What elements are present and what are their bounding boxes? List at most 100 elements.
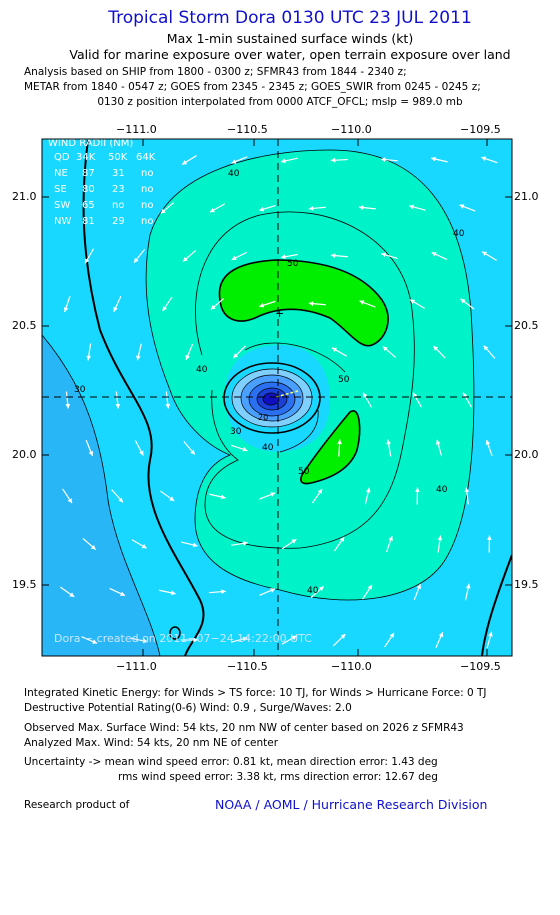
subtitle: Max 1-min sustained surface winds (kt) [166, 31, 414, 46]
wind-vector-head [291, 635, 297, 641]
wind-vector-head [270, 492, 276, 497]
wind-vector-head [113, 306, 118, 312]
wind-vector-head [242, 636, 248, 642]
uncertainty-rms: rms wind speed error: 3.38 kt, rms direc… [118, 771, 438, 783]
contour-34kt-east [481, 554, 512, 656]
wind-vector-head [431, 252, 437, 257]
wind-vector-head [388, 535, 393, 541]
wind-vector-head [381, 252, 387, 258]
wind-vector-head [92, 639, 98, 644]
wind-vector-head [380, 157, 386, 162]
contour-34kt-west [82, 139, 205, 656]
lon-tick-top-3: −110.0 [331, 123, 372, 136]
wind-vector-head [115, 403, 121, 409]
wind-vector-head [185, 354, 190, 360]
wind-vector-head [259, 206, 265, 212]
uncertainty-mean: Uncertainty -> mean wind speed error: 0.… [24, 756, 438, 768]
lat-tick-right-2: 20.5 [514, 319, 539, 332]
contour-label-8: 30 [74, 385, 86, 395]
analysis-sources-1: Analysis based on SHIP from 1800 - 0300 … [24, 66, 407, 78]
position-note: 0130 z position interpolated from 0000 A… [97, 96, 463, 108]
wind-vector-head [465, 583, 471, 589]
wind-radii-ne-64k: no [141, 168, 153, 179]
wind-vector-head [365, 487, 371, 493]
wind-radii-se-label: SE [54, 184, 67, 195]
island-outline [169, 626, 181, 640]
wind-radii-header-50k: 50K [108, 152, 128, 163]
wind-radii-sw-34k: 65 [82, 200, 95, 211]
wind-radii-nw-64k: no [141, 216, 153, 227]
wind-vector-head [413, 392, 418, 398]
wind-vector-head [192, 542, 198, 548]
lat-tick-right-1: 21.0 [514, 190, 539, 203]
wind-vector-head [317, 489, 323, 494]
lat-tick-left-1: 21.0 [12, 190, 37, 203]
wind-vector-head [483, 345, 489, 351]
contour-label-2: 40 [453, 229, 465, 239]
contour-label-12: 40 [196, 365, 208, 375]
wind-vector-head [65, 403, 71, 409]
contour-40kt-inner [195, 211, 415, 549]
wind-radii-sw-label: SW [54, 200, 70, 211]
wind-vector-head [433, 345, 439, 351]
wind-vector-head [193, 637, 198, 643]
wind-vector-head [464, 487, 470, 493]
wind-vector-head [169, 496, 175, 501]
wind-vector-head [339, 537, 345, 542]
wind-vector-head [190, 449, 195, 455]
wind-vector-head [437, 535, 443, 541]
wind-radii-ne-50k: 31 [112, 168, 125, 179]
contour-50kt-south [300, 410, 361, 485]
noaa-aoml-link[interactable]: NOAA / AOML / Hurricane Research Divisio… [215, 797, 488, 812]
wind-vector-head [487, 535, 492, 540]
wind-radii-header-qd: QD [54, 152, 70, 163]
wind-vector-head [182, 160, 188, 165]
wind-vector-head [118, 497, 123, 503]
wind-vector-head [231, 255, 237, 260]
contour-40kt-core-north [244, 342, 346, 373]
wind-radii-se-50k: 23 [112, 184, 125, 195]
lat-tick-left-3: 20.0 [12, 448, 37, 461]
wind-vector-head [308, 205, 314, 211]
wind-vector-head [242, 446, 248, 452]
wind-vector-head [389, 632, 395, 638]
wind-vector-head [291, 539, 297, 544]
wind-radii-ne-label: NE [54, 168, 68, 179]
lon-tick-bottom-4: −109.5 [460, 660, 501, 673]
wind-vector-head [431, 156, 436, 162]
contour-label-10: 40 [262, 443, 274, 453]
lat-tick-right-3: 20.0 [514, 448, 539, 461]
contour-label-1: 40 [228, 169, 240, 179]
wind-vector-head [367, 584, 372, 590]
wind-vector-head [435, 439, 441, 445]
wind-vector-head [231, 159, 237, 164]
wind-vector-head [340, 634, 346, 639]
wind-vectors [60, 155, 498, 649]
max-wind-marker: + [275, 307, 284, 320]
wind-vector-head [63, 307, 69, 313]
wind-vector-head [259, 302, 265, 308]
wind-vector-head [88, 450, 94, 456]
wind-vector-head [209, 207, 215, 213]
wind-vector-head [416, 584, 422, 590]
contour-label-9: 30 [230, 427, 242, 437]
wind-vector-head [386, 439, 392, 445]
contour-label-4: 40 [307, 586, 319, 596]
wind-vector-head [221, 589, 226, 595]
wind-vector-head [165, 403, 171, 409]
destructive-potential: Destructive Potential Rating(0-6) Wind: … [24, 702, 352, 714]
wind-vector-head [139, 450, 144, 456]
wind-field-50kt-north [219, 260, 389, 346]
wind-vector-head [410, 299, 416, 304]
map-credit: Dora − created on 2011−07−24 14:22:00 UT… [54, 632, 312, 645]
wind-vector-head [233, 353, 239, 359]
lat-tick-left-2: 20.5 [12, 319, 37, 332]
contour-20kt [42, 334, 161, 656]
wind-vector-head [488, 631, 493, 637]
wind-vector-head [162, 306, 168, 312]
wind-vector-head [459, 204, 465, 209]
wind-radii-ne-34k: 87 [82, 168, 95, 179]
contour-label-3: 40 [436, 485, 448, 495]
lon-tick-top-1: −111.0 [116, 123, 157, 136]
observed-max-wind: Observed Max. Surface Wind: 54 kts, 20 n… [24, 722, 464, 734]
